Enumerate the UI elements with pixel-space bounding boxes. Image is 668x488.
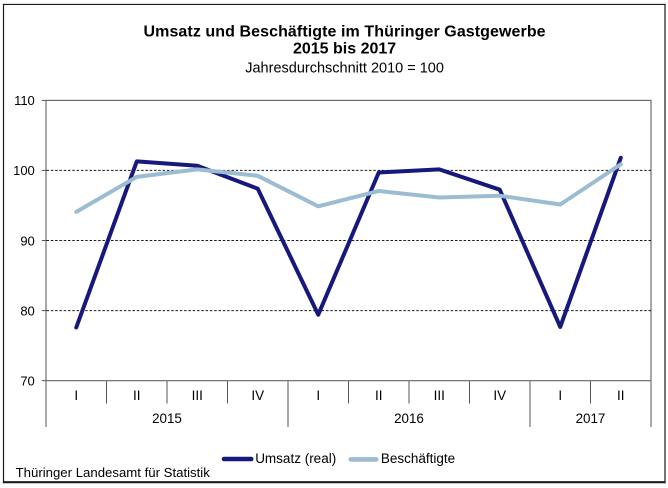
svg-text:Umsatz (real): Umsatz (real) [255, 451, 336, 466]
svg-text:II: II [375, 388, 383, 403]
svg-text:Thüringer Landesamt für Statis: Thüringer Landesamt für Statistik [16, 465, 211, 480]
svg-text:2015: 2015 [152, 411, 182, 426]
svg-text:II: II [133, 388, 141, 403]
svg-text:Jahresdurchschnitt 2010 = 100: Jahresdurchschnitt 2010 = 100 [245, 60, 444, 76]
svg-text:70: 70 [20, 374, 34, 389]
svg-text:III: III [192, 388, 203, 403]
svg-text:IV: IV [251, 388, 264, 403]
svg-text:I: I [316, 388, 320, 403]
svg-text:III: III [434, 388, 445, 403]
svg-text:2017: 2017 [576, 411, 606, 426]
svg-text:Beschäftigte: Beschäftigte [381, 451, 455, 466]
svg-text:2015 bis 2017: 2015 bis 2017 [293, 41, 396, 58]
svg-text:90: 90 [20, 233, 34, 248]
svg-text:IV: IV [493, 388, 506, 403]
svg-text:Umsatz und Beschäftigte im Thü: Umsatz und Beschäftigte im Thüringer Gas… [144, 24, 546, 41]
svg-text:100: 100 [13, 163, 35, 178]
svg-text:2016: 2016 [394, 411, 424, 426]
svg-text:I: I [74, 388, 78, 403]
svg-text:80: 80 [20, 303, 34, 318]
svg-text:110: 110 [14, 93, 35, 108]
svg-text:I: I [558, 388, 562, 403]
svg-text:II: II [617, 388, 625, 403]
